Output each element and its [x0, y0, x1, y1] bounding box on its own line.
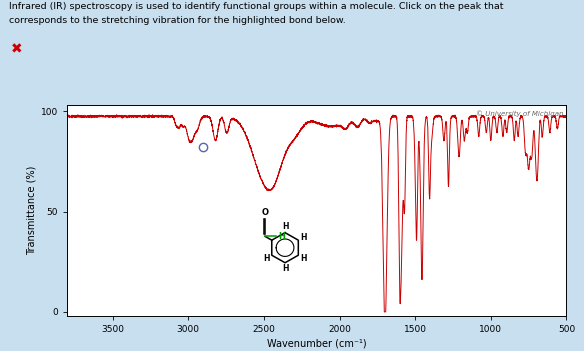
Text: H: H [282, 264, 288, 273]
Text: © University of Michigan: © University of Michigan [477, 111, 564, 117]
Text: H: H [282, 222, 288, 231]
Text: H: H [263, 254, 270, 263]
Text: H: H [278, 232, 284, 241]
Text: O: O [262, 208, 269, 217]
Text: H: H [300, 233, 307, 242]
X-axis label: Wavenumber (cm⁻¹): Wavenumber (cm⁻¹) [267, 338, 367, 348]
Text: H: H [300, 254, 307, 263]
Y-axis label: Transmittance (%): Transmittance (%) [27, 166, 37, 255]
Text: ✖: ✖ [11, 42, 22, 56]
Text: corresponds to the stretching vibration for the highlighted bond below.: corresponds to the stretching vibration … [9, 16, 346, 25]
Text: Infrared (IR) spectroscopy is used to identify functional groups within a molecu: Infrared (IR) spectroscopy is used to id… [9, 2, 503, 11]
